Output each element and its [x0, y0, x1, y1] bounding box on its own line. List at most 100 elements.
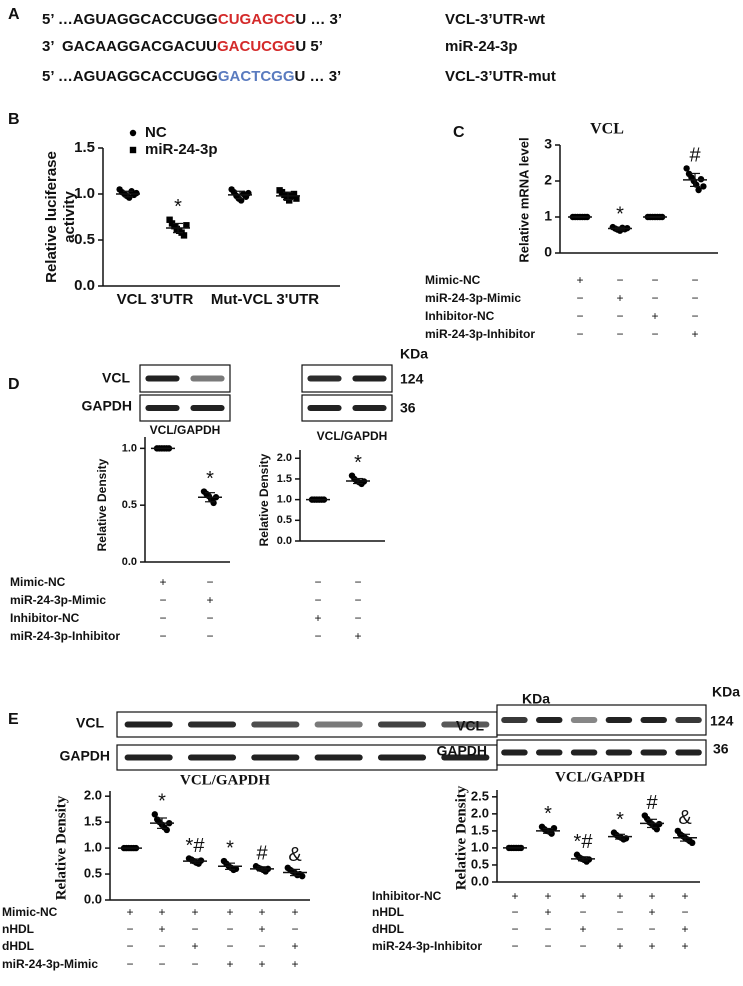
condition-mark: +: [691, 327, 698, 341]
sequence: 3’ GACAAGGACGACUUGACUCGGU 5’: [42, 38, 323, 55]
condition-mark: −: [354, 611, 361, 625]
blot-band: [640, 717, 667, 723]
condition-mark: −: [291, 922, 298, 936]
y-tick-label: 0.5: [122, 499, 137, 511]
y-tick-label: 3: [544, 136, 552, 152]
sequence-name: VCL-3’UTR-mut: [445, 68, 556, 85]
blot-band: [377, 754, 427, 761]
blot-frame: [496, 704, 707, 736]
chart-title: VCL/GAPDH: [150, 423, 221, 437]
condition-mark: −: [651, 327, 658, 341]
data-point: [700, 183, 707, 190]
condition-mark: +: [191, 939, 198, 953]
y-tick-label: 1.5: [277, 473, 292, 485]
condition-mark: +: [158, 922, 165, 936]
y-tick-label: 0.0: [74, 277, 95, 294]
condition-label: nHDL: [2, 922, 34, 936]
significance: *: [206, 468, 214, 490]
condition-mark: −: [159, 593, 166, 607]
condition-mark: +: [191, 905, 198, 919]
data-point: [180, 232, 188, 239]
blot-frame: [496, 739, 707, 766]
legend-marker: [129, 129, 137, 137]
y-tick-label: 2.0: [277, 452, 292, 464]
condition-mark: +: [226, 957, 233, 971]
condition-mark: −: [206, 575, 213, 589]
y-tick-label: 1.0: [74, 185, 95, 202]
blot-band: [187, 721, 237, 728]
data-point: [183, 222, 190, 229]
condition-mark: −: [511, 939, 518, 953]
significance: &: [288, 844, 302, 866]
condition-label: Mimic-NC: [425, 273, 481, 287]
condition-mark: −: [648, 922, 655, 936]
y-tick-label: 0.0: [471, 873, 489, 888]
blot-band: [190, 375, 225, 382]
sequence: 5’ …AGUAGGCACCUGGCUGAGCCU … 3’: [42, 11, 342, 28]
y-tick-label: 1.5: [74, 139, 95, 156]
condition-mark: −: [651, 273, 658, 287]
condition-mark: −: [576, 309, 583, 323]
condition-mark: −: [511, 905, 518, 919]
y-tick-label: 1.5: [84, 814, 102, 829]
significance: #: [256, 843, 268, 865]
condition-mark: +: [159, 575, 166, 589]
condition-mark: −: [651, 291, 658, 305]
condition-mark: +: [206, 593, 213, 607]
y-axis-label: Relative Density: [95, 458, 109, 551]
data-point: [683, 165, 690, 172]
condition-mark: +: [544, 905, 551, 919]
blot-row-label: GAPDH: [436, 743, 487, 759]
condition-mark: −: [691, 273, 698, 287]
blot-band: [124, 721, 173, 728]
blot-band: [441, 754, 490, 761]
condition-mark: −: [158, 957, 165, 971]
y-tick-label: 0.5: [277, 514, 292, 526]
condition-mark: −: [616, 273, 623, 287]
data-point: [695, 186, 702, 194]
condition-mark: +: [258, 905, 265, 919]
blot-band: [307, 375, 342, 382]
blot-band: [570, 749, 598, 756]
significance: *: [616, 809, 624, 831]
blot-size: 124: [710, 713, 734, 729]
data-point: [133, 189, 140, 197]
blot-row-label: GAPDH: [81, 398, 132, 414]
condition-mark: −: [191, 957, 198, 971]
panel-label: D: [8, 376, 20, 393]
blot-band: [605, 717, 633, 723]
blot-band: [187, 754, 237, 761]
condition-label: nHDL: [372, 905, 404, 919]
condition-mark: −: [314, 629, 321, 643]
blot-band: [124, 754, 173, 761]
data-point: [290, 190, 298, 198]
y-tick-label: 0.0: [122, 556, 137, 568]
y-axis-label: Relative luciferase: [43, 151, 60, 283]
data-point: [689, 839, 696, 847]
sequence: 5’ …AGUAGGCACCUGGGACTCGGU … 3’: [42, 68, 341, 85]
sequence-name: VCL-3’UTR-wt: [445, 11, 545, 28]
condition-mark: +: [616, 939, 623, 953]
condition-label: miR-24-3p-Inhibitor: [372, 939, 482, 953]
condition-mark: −: [314, 593, 321, 607]
condition-mark: +: [648, 889, 655, 903]
y-tick-label: 2: [544, 172, 552, 188]
blot-size: 36: [713, 741, 729, 757]
condition-mark: +: [681, 922, 688, 936]
chart-title: VCL/GAPDH: [180, 772, 270, 788]
y-tick-label: 1: [544, 208, 552, 224]
blot-unit: KDa: [400, 346, 428, 362]
condition-mark: −: [691, 309, 698, 323]
condition-mark: −: [579, 939, 586, 953]
condition-mark: +: [579, 889, 586, 903]
panel-label: A: [8, 6, 20, 23]
blot-band: [314, 754, 363, 761]
x-tick-label: VCL 3'UTR: [117, 291, 194, 308]
condition-label: miR-24-3p-Mimic: [2, 957, 98, 971]
chart-title: VCL/GAPDH: [317, 429, 388, 443]
blot-band: [145, 405, 180, 411]
panel-label: E: [8, 711, 19, 728]
condition-mark: +: [258, 957, 265, 971]
condition-mark: +: [126, 905, 133, 919]
condition-mark: −: [576, 327, 583, 341]
